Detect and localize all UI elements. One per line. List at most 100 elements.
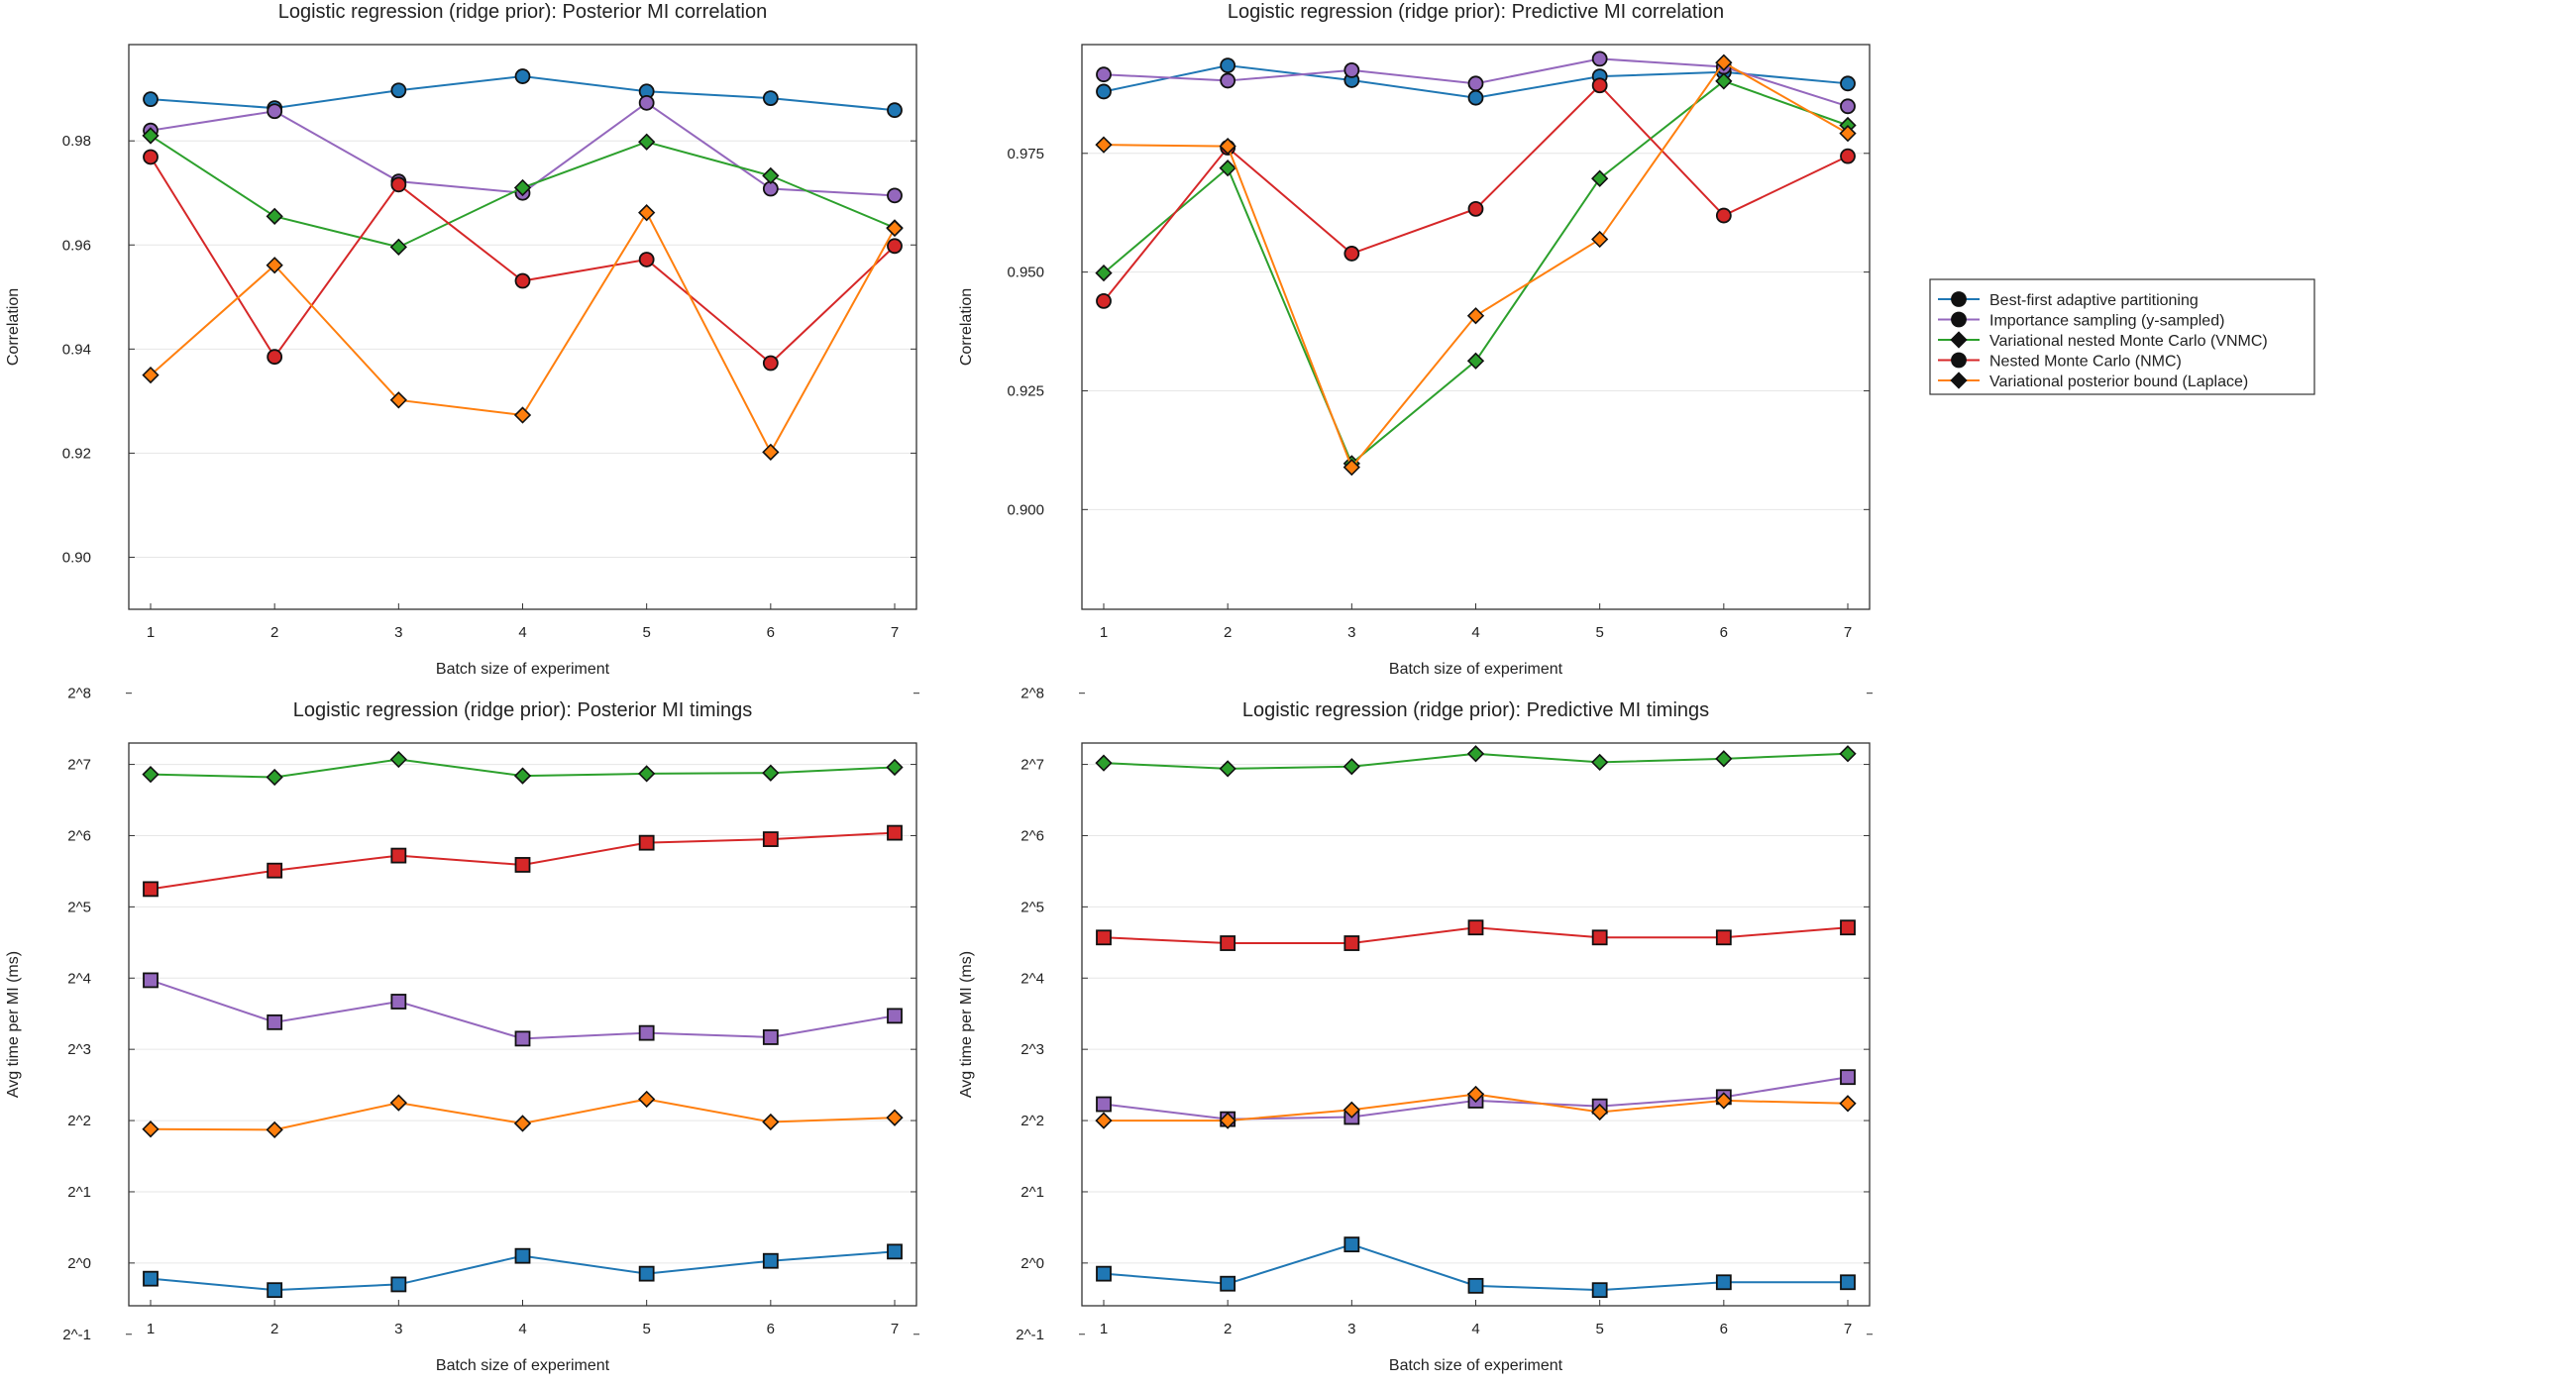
data-point (514, 1247, 531, 1264)
data-point (887, 824, 903, 841)
data-point (1591, 169, 1609, 187)
y-tick-label: 2^7 (1020, 757, 1044, 774)
legend-box (1929, 278, 2315, 395)
data-point (638, 204, 656, 222)
y-tick-label: 2^4 (67, 970, 91, 987)
data-point (1591, 230, 1609, 249)
data-point (1591, 51, 1608, 67)
data-point (1715, 1092, 1733, 1110)
data-point (514, 1030, 531, 1047)
x-tick-label: 2 (1224, 624, 1232, 641)
x-tick-label: 3 (394, 624, 402, 641)
data-point (1096, 1265, 1112, 1282)
x-tick-label: 6 (1720, 1321, 1728, 1337)
y-tick-label: 2^4 (1020, 970, 1044, 987)
data-point (1219, 137, 1236, 156)
data-point (514, 272, 531, 289)
series-1 (143, 1243, 903, 1299)
data-point (142, 366, 160, 384)
data-point (390, 847, 407, 864)
legend-label: Importance sampling (y-sampled) (1989, 313, 2224, 330)
data-point (887, 187, 903, 204)
legend-label: Nested Monte Carlo (NMC) (1989, 354, 2182, 371)
data-point (1715, 72, 1733, 90)
y-tick-label: 2^1 (67, 1184, 91, 1201)
data-point (1591, 77, 1608, 94)
data-point (267, 1014, 283, 1030)
data-point (762, 1029, 779, 1045)
legend-marker (1950, 372, 1968, 389)
y-tick-label: 2^3 (67, 1041, 91, 1058)
data-point (1220, 1275, 1236, 1292)
data-point (142, 1120, 160, 1138)
data-point (1219, 160, 1236, 177)
data-point (513, 767, 532, 785)
data-point (1467, 919, 1484, 936)
y-tick-label: 2^5 (67, 899, 91, 915)
series-line (150, 979, 896, 1040)
data-point (1096, 66, 1112, 83)
data-point (762, 764, 780, 782)
data-point (389, 391, 407, 409)
y-tick-label: 2^0 (67, 1255, 91, 1272)
series-5 (142, 204, 904, 461)
data-point (1715, 207, 1732, 224)
chart-panel-2: 0.900 0.925 0.950 0.975 1 2 3 4 5 6 7 Logistic regr… (958, 1, 1871, 678)
plot-frame (1081, 44, 1871, 610)
legend-marker (1950, 331, 1968, 349)
series-line (1103, 60, 1849, 470)
y-tick-label: 2^3 (1020, 1041, 1044, 1058)
chart-title: Logistic regression (ridge prior): Predi… (1228, 1, 1724, 23)
x-tick-label: 6 (1720, 624, 1728, 641)
x-tick-label: 3 (1347, 1321, 1355, 1337)
data-point (887, 238, 903, 255)
y-tick-label: 0.950 (1007, 265, 1044, 281)
series-3 (142, 127, 904, 256)
x-tick-label: 1 (1100, 624, 1108, 641)
data-point (142, 127, 160, 145)
data-point (390, 994, 407, 1010)
data-point (143, 881, 159, 898)
y-tick-label: 2^2 (1020, 1113, 1044, 1129)
series-5 (1095, 1085, 1857, 1129)
chart-title: Logistic regression (ridge prior): Poste… (278, 1, 768, 23)
data-point (389, 238, 407, 256)
y-tick-label: 2^7 (67, 757, 91, 774)
data-point (762, 1113, 780, 1131)
data-point (1839, 745, 1857, 763)
data-point (266, 257, 283, 274)
data-point (1096, 929, 1112, 946)
y-tick-label: 2^8 (1020, 686, 1044, 702)
legend-marker (1951, 291, 1967, 307)
series-5 (1095, 53, 1857, 477)
legend-label: Variational nested Monte Carlo (VNMC) (1989, 333, 2268, 350)
x-tick-label: 2 (1224, 1321, 1232, 1337)
data-point (1219, 760, 1236, 778)
series-1 (1096, 1236, 1856, 1299)
legend-item-1: Best-first adaptive partitioning (1938, 291, 2199, 309)
x-tick-label: 4 (518, 624, 526, 641)
x-axis-label: Batch size of experiment (436, 661, 610, 678)
x-tick-label: 5 (642, 1321, 650, 1337)
y-tick-label: 2^1 (1020, 1184, 1044, 1201)
series-4 (143, 149, 903, 372)
data-point (1591, 753, 1609, 772)
x-axis-label: Batch size of experiment (436, 1357, 610, 1374)
data-point (887, 1243, 903, 1260)
legend: Best-first adaptive partitioning Importan… (1929, 278, 2315, 395)
data-point (390, 1276, 407, 1293)
y-tick-label: 0.98 (62, 133, 91, 150)
data-point (762, 443, 780, 461)
data-point (1840, 148, 1856, 164)
data-point (143, 91, 159, 108)
y-tick-label: 2^6 (67, 827, 91, 844)
x-tick-label: 2 (270, 1321, 278, 1337)
data-point (143, 972, 159, 989)
data-point (1591, 1282, 1608, 1299)
x-tick-label: 2 (270, 624, 278, 641)
y-tick-label: 0.900 (1007, 501, 1044, 518)
data-point (267, 349, 283, 366)
plot-frame (1081, 742, 1871, 1307)
y-tick-label: 0.92 (62, 445, 91, 462)
